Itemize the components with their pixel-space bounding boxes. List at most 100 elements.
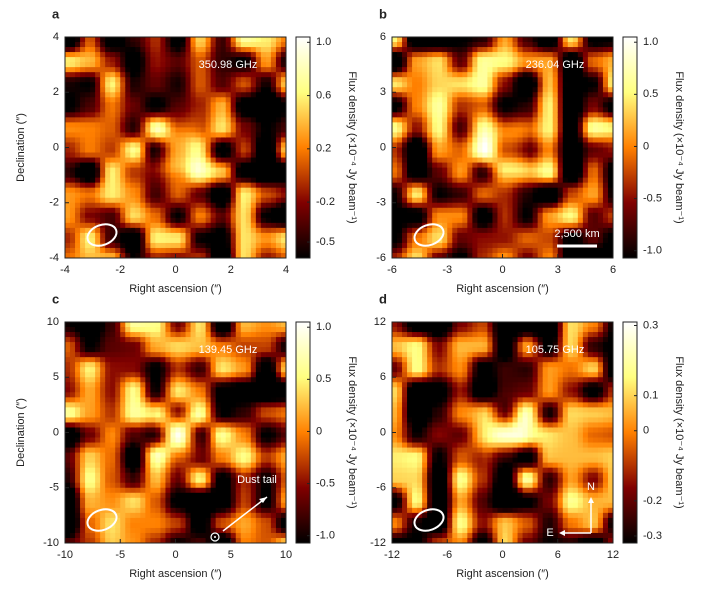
map-pixel xyxy=(115,208,121,214)
map-pixel xyxy=(276,132,282,138)
map-pixel xyxy=(75,112,81,118)
map-pixel xyxy=(497,87,503,93)
map-pixel xyxy=(523,82,529,88)
map-pixel xyxy=(271,158,277,164)
map-pixel xyxy=(115,488,121,494)
map-pixel xyxy=(150,337,156,343)
map-pixel xyxy=(160,243,166,249)
map-pixel xyxy=(170,173,176,179)
map-pixel xyxy=(115,453,121,459)
map-pixel xyxy=(80,107,86,113)
map-pixel xyxy=(75,453,81,459)
map-pixel xyxy=(452,218,458,224)
map-pixel xyxy=(422,248,428,254)
map-pixel xyxy=(176,148,182,154)
map-pixel xyxy=(110,433,116,439)
map-pixel xyxy=(231,218,237,224)
map-pixel xyxy=(140,367,146,373)
map-pixel xyxy=(110,193,116,199)
map-pixel xyxy=(533,92,539,98)
map-pixel xyxy=(417,203,423,209)
map-pixel xyxy=(276,198,282,204)
map-pixel xyxy=(523,178,529,184)
map-pixel xyxy=(115,473,121,479)
map-pixel xyxy=(497,203,503,209)
map-pixel xyxy=(145,518,151,524)
map-pixel xyxy=(125,77,131,83)
map-pixel xyxy=(231,107,237,113)
map-pixel xyxy=(437,82,443,88)
map-pixel xyxy=(85,158,91,164)
map-pixel xyxy=(191,37,197,43)
map-pixel xyxy=(120,137,126,143)
map-pixel xyxy=(170,183,176,189)
map-pixel xyxy=(120,62,126,68)
map-pixel xyxy=(241,218,247,224)
map-pixel xyxy=(80,427,86,433)
map-pixel xyxy=(598,47,604,53)
map-pixel xyxy=(95,173,101,179)
map-pixel xyxy=(447,132,453,138)
map-pixel xyxy=(216,82,222,88)
map-pixel xyxy=(492,117,498,123)
map-pixel xyxy=(191,193,197,199)
map-pixel xyxy=(95,47,101,53)
map-pixel xyxy=(578,52,584,58)
map-pixel xyxy=(492,248,498,254)
map-pixel xyxy=(548,168,554,174)
map-pixel xyxy=(75,367,81,373)
map-pixel xyxy=(125,233,131,239)
map-pixel xyxy=(85,67,91,73)
map-pixel xyxy=(135,493,141,499)
map-pixel xyxy=(165,158,171,164)
map-pixel xyxy=(176,518,182,524)
map-pixel xyxy=(487,132,493,138)
map-pixel xyxy=(120,468,126,474)
map-pixel xyxy=(196,238,202,244)
map-pixel xyxy=(155,332,161,338)
map-pixel xyxy=(472,72,478,78)
map-pixel xyxy=(397,208,403,214)
map-pixel xyxy=(236,158,242,164)
map-pixel xyxy=(155,352,161,358)
map-pixel xyxy=(165,102,171,108)
map-pixel xyxy=(578,188,584,194)
map-pixel xyxy=(241,233,247,239)
map-pixel xyxy=(150,448,156,454)
map-pixel xyxy=(457,228,463,234)
map-pixel xyxy=(397,102,403,108)
map-pixel xyxy=(241,37,247,43)
map-pixel xyxy=(150,327,156,333)
map-pixel xyxy=(442,37,448,43)
map-pixel xyxy=(95,163,101,169)
map-pixel xyxy=(533,127,539,133)
map-pixel xyxy=(155,148,161,154)
map-pixel xyxy=(211,163,217,169)
map-pixel xyxy=(160,463,166,469)
map-pixel xyxy=(125,203,131,209)
map-pixel xyxy=(246,47,252,53)
map-pixel xyxy=(100,127,106,133)
map-pixel xyxy=(487,183,493,189)
map-pixel xyxy=(573,173,579,179)
map-pixel xyxy=(523,47,529,53)
colorbar-tick-label: 0.5 xyxy=(643,88,658,100)
map-pixel xyxy=(508,188,514,194)
map-pixel xyxy=(90,503,96,509)
map-pixel xyxy=(196,223,202,229)
map-pixel xyxy=(553,42,559,48)
map-pixel xyxy=(568,127,574,133)
map-pixel xyxy=(477,163,483,169)
map-pixel xyxy=(176,443,182,449)
map-pixel xyxy=(457,218,463,224)
map-pixel xyxy=(583,188,589,194)
map-pixel xyxy=(115,443,121,449)
map-pixel xyxy=(170,82,176,88)
map-pixel xyxy=(80,377,86,383)
map-pixel xyxy=(165,188,171,194)
map-pixel xyxy=(241,203,247,209)
map-pixel xyxy=(110,367,116,373)
map-pixel xyxy=(95,193,101,199)
map-pixel xyxy=(523,198,529,204)
map-pixel xyxy=(100,367,106,373)
